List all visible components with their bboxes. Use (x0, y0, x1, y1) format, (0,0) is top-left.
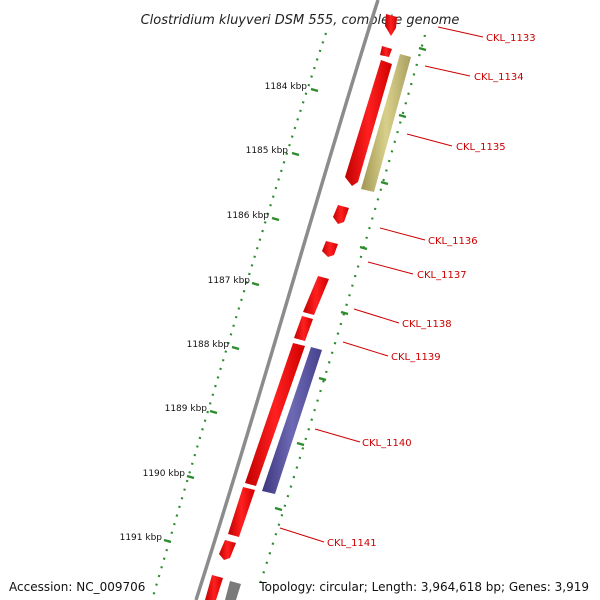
kbp-label: 1191 kbp (120, 533, 163, 543)
gene-track-other (225, 54, 411, 600)
gene-feature[interactable] (205, 575, 223, 600)
gene-label[interactable]: CKL_1140 (362, 438, 412, 449)
feature-tan[interactable] (361, 54, 411, 192)
kbp-labels: 1184 kbp 1185 kbp 1186 kbp 1187 kbp 1188… (120, 82, 308, 543)
gene-labels: CKL_1133 CKL_1134 CKL_1135 CKL_1136 CKL_… (327, 33, 536, 549)
gene-feature[interactable] (294, 316, 313, 341)
gene-feature[interactable] (303, 276, 329, 315)
kbp-label: 1185 kbp (246, 146, 289, 156)
gene-label[interactable]: CKL_1135 (456, 142, 506, 153)
kbp-label: 1184 kbp (265, 82, 308, 92)
gene-label[interactable]: CKL_1134 (474, 72, 524, 83)
genome-backbone (194, 0, 380, 600)
feature-gray[interactable] (225, 581, 241, 600)
gene-label[interactable]: CKL_1136 (428, 236, 478, 247)
gene-feature[interactable] (245, 343, 305, 486)
kbp-label: 1186 kbp (227, 211, 270, 221)
gene-label[interactable]: CKL_1137 (417, 270, 467, 281)
gene-label[interactable]: CKL_1139 (391, 352, 441, 363)
feature-blue[interactable] (262, 347, 322, 494)
gene-feature[interactable] (228, 487, 255, 537)
outer-major-ticks (274, 46, 427, 512)
gene-feature[interactable] (322, 241, 338, 257)
accession-text: Accession: NC_009706 (9, 580, 146, 594)
gene-feature[interactable] (219, 540, 236, 560)
kbp-label: 1187 kbp (208, 276, 251, 286)
gene-label[interactable]: CKL_1138 (402, 319, 452, 330)
kbp-label: 1190 kbp (143, 469, 186, 479)
gene-feature[interactable] (345, 60, 392, 186)
gene-label[interactable]: CKL_1133 (486, 33, 536, 44)
gene-track-forward (205, 14, 397, 600)
map-title: Clostridium kluyveri DSM 555, complete g… (141, 13, 460, 28)
kbp-label: 1189 kbp (165, 404, 208, 414)
kbp-label: 1188 kbp (187, 340, 230, 350)
label-leader-lines (279, 26, 484, 543)
gene-feature[interactable] (385, 14, 397, 36)
genome-stats: Topology: circular; Length: 3,964,618 bp… (259, 580, 589, 594)
kbp-major-ticks (163, 87, 319, 544)
gene-label[interactable]: CKL_1141 (327, 538, 377, 549)
gene-feature[interactable] (380, 46, 392, 57)
gene-feature[interactable] (333, 205, 349, 224)
